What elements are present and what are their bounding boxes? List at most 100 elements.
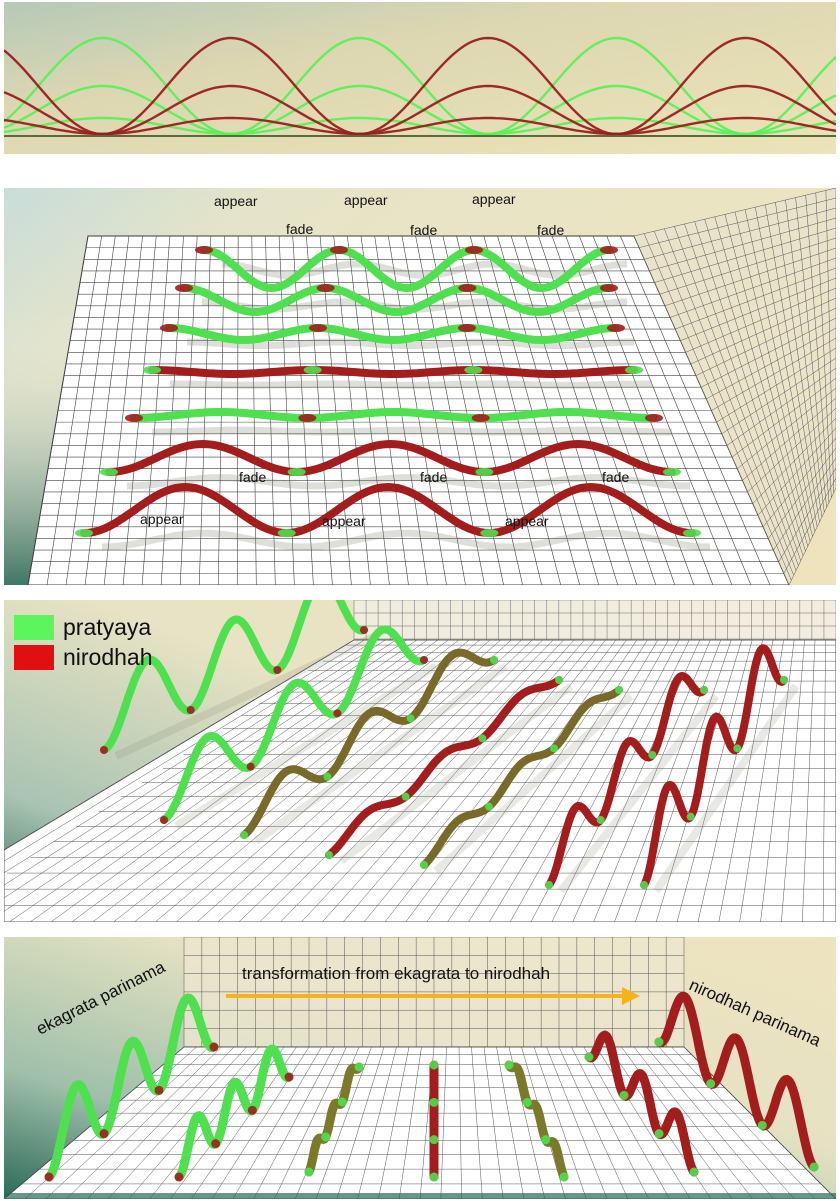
grid-line — [639, 197, 836, 248]
grid-line — [496, 1046, 525, 1199]
ribbon-accent — [44, 1172, 54, 1182]
ribbon-shadow — [170, 380, 652, 389]
grid-line — [315, 1046, 372, 1199]
grid-line — [458, 1046, 462, 1199]
grid-line — [176, 639, 501, 922]
grid-line — [217, 639, 522, 922]
ribbon-accent — [209, 1042, 219, 1052]
ribbon-accent — [464, 366, 483, 374]
ribbon-accent — [706, 1079, 716, 1089]
grid-line — [238, 639, 533, 922]
ribbon-accent — [354, 1062, 364, 1072]
label-fade: fade — [239, 469, 266, 485]
waves-overlay-svg — [4, 2, 836, 154]
ribbon-shadow — [433, 693, 634, 874]
transformation-arrow: transformation from ekagrata to nirodhah — [226, 964, 640, 1005]
ribbon-accent — [186, 706, 195, 714]
ribbon-accent — [625, 366, 643, 374]
ribbon — [200, 245, 613, 293]
ribbon — [584, 1030, 699, 1177]
wave-red — [4, 84, 836, 136]
grid-line — [253, 1046, 335, 1199]
ribbon-accent — [154, 1085, 164, 1095]
ribbon-accent — [284, 1072, 294, 1082]
wave-red — [4, 36, 836, 136]
floor-edge — [4, 1193, 836, 1199]
arrow-head — [622, 987, 640, 1005]
ribbon — [100, 600, 368, 754]
ribbon-accent — [478, 734, 487, 743]
grid-line — [533, 1046, 587, 1199]
ribbon-accent — [240, 831, 248, 839]
ribbon-accent — [143, 366, 161, 374]
ribbons-perspective-svg — [4, 600, 836, 922]
grid-line — [760, 639, 795, 922]
ribbon-accent — [429, 1135, 439, 1145]
wave-green — [4, 84, 836, 136]
legend-swatch-pratyaya — [14, 614, 54, 640]
wave-green — [4, 116, 836, 136]
grid-line — [721, 357, 836, 434]
grid-line — [659, 237, 836, 295]
bottom-labels: fade fade fade appear appear appear — [140, 469, 629, 529]
grid-line — [633, 1046, 753, 1199]
ribbon-accent — [273, 666, 282, 674]
grid-line — [509, 639, 669, 922]
ribbon-accent — [325, 851, 333, 859]
grid-line — [66, 1046, 222, 1199]
grid-line — [778, 467, 836, 562]
grid-line — [301, 639, 564, 922]
grid-line — [113, 639, 470, 922]
label-appear: appear — [344, 192, 388, 208]
ribbon-accent — [429, 1172, 439, 1182]
ribbon-accent — [304, 1167, 314, 1177]
ribbon — [80, 482, 696, 538]
grid-line — [644, 207, 836, 260]
ribbon-accent — [640, 881, 648, 889]
grid-wall — [183, 937, 685, 1048]
grid-line — [633, 188, 836, 237]
ribbon-accent — [211, 1139, 221, 1149]
ribbon-accent — [429, 1097, 439, 1107]
ribbon-accent — [333, 709, 342, 718]
ribbon-shadow — [173, 662, 439, 830]
grid-line — [768, 447, 836, 539]
ribbon-shadow — [114, 632, 378, 760]
ribbon-accent — [401, 792, 410, 801]
grid-line — [739, 639, 784, 922]
ribbon-accent — [689, 1167, 699, 1177]
label-fade: fade — [410, 222, 437, 238]
ribbon-accent — [619, 1090, 629, 1100]
ribbon-accent — [780, 676, 788, 684]
ribbon-accent — [645, 414, 663, 422]
ribbon-accent — [429, 1060, 439, 1070]
grid-line — [726, 367, 836, 446]
ribbon-accent — [160, 816, 168, 824]
grid-line — [783, 477, 836, 574]
ribbon — [640, 644, 788, 889]
ribbon-accent — [321, 1132, 331, 1142]
ribbon-accent — [471, 414, 490, 422]
ribbon-accent — [316, 284, 335, 292]
ribbon — [304, 1062, 364, 1177]
grid-line — [558, 1046, 629, 1199]
grid-line — [671, 1046, 816, 1199]
grid-line — [664, 247, 836, 307]
ribbon-accent — [600, 246, 618, 254]
ribbon — [180, 283, 613, 317]
grid-line — [4, 639, 355, 851]
ribbon-accent — [458, 284, 477, 292]
grid-line — [781, 639, 805, 922]
grid-line — [752, 417, 836, 504]
ribbon-accent — [654, 1037, 664, 1047]
ribbon-accent — [420, 861, 428, 869]
ribbon-accent — [550, 744, 558, 753]
ribbon-accent — [323, 772, 332, 781]
grid-line — [336, 1046, 385, 1199]
grid-line — [773, 457, 836, 551]
ribbon-accent — [584, 1052, 594, 1062]
ribbon-shadow — [126, 474, 691, 490]
ribbon-accent — [663, 468, 681, 476]
grid-line — [757, 427, 836, 516]
grid-line — [701, 317, 836, 388]
